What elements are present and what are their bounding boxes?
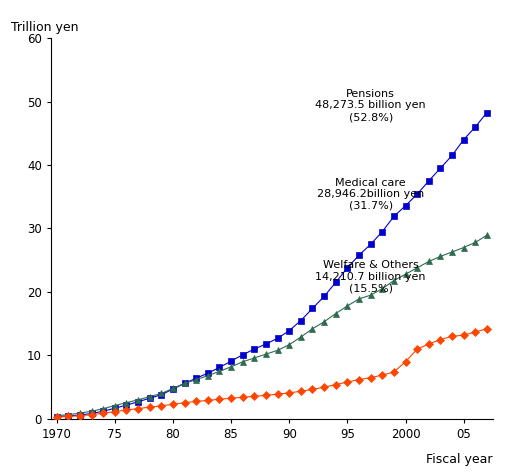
Text: Welfare & Others
14,210.7 billion yen
(15.5%): Welfare & Others 14,210.7 billion yen (1… xyxy=(315,260,426,293)
Text: Medical care
28,946.2billion yen
(31.7%): Medical care 28,946.2billion yen (31.7%) xyxy=(317,178,424,211)
Text: Fiscal year: Fiscal year xyxy=(426,453,493,466)
Text: Pensions
48,273.5 billion yen
(52.8%): Pensions 48,273.5 billion yen (52.8%) xyxy=(315,89,426,122)
Text: Trillion yen: Trillion yen xyxy=(11,21,79,34)
